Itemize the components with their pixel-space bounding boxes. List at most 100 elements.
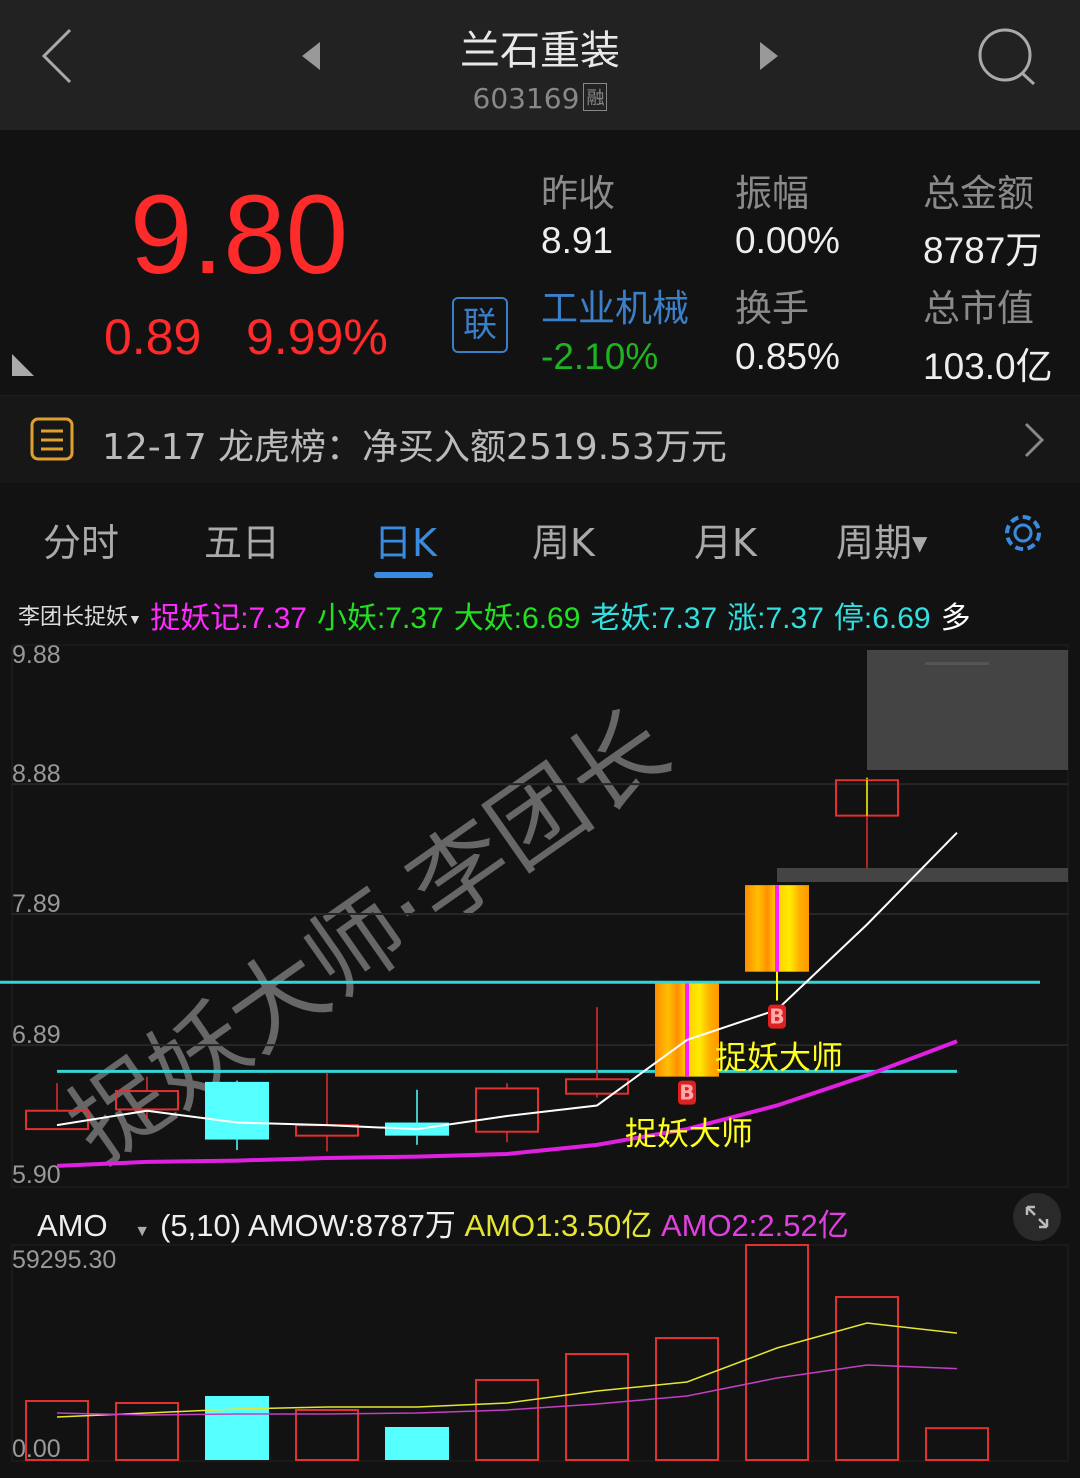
indicator-selector[interactable]: 李团长捉妖▼ — [18, 604, 142, 629]
header-icons — [41, 28, 1036, 86]
buy-marker-label: B — [769, 1005, 784, 1029]
header-bar — [0, 0, 1080, 130]
dropdown-triangle-icon: ▼ — [128, 611, 142, 627]
indicator-value: 捉妖记:7.37 — [150, 602, 307, 635]
volume-bar-up — [115, 1402, 179, 1461]
amo-name: AMO — [37, 1208, 108, 1243]
volume-bar-up — [925, 1427, 989, 1461]
stat-label: 换手 — [735, 287, 809, 330]
amo2-line — [56, 1364, 958, 1416]
stat-label: 总金额 — [923, 172, 1034, 215]
candle-body-up — [565, 1078, 629, 1095]
amo-params: (5,10) — [160, 1208, 242, 1243]
volume-bar-up — [475, 1379, 539, 1462]
candle-body-down — [205, 1081, 269, 1140]
buy-marker-label: B — [679, 1081, 694, 1105]
next-stock-triangle-icon[interactable] — [760, 42, 778, 70]
overlay-box — [777, 868, 1068, 882]
stock-code-row: 603169 融 — [0, 82, 1080, 115]
tab-monthly-k[interactable]: 月K — [694, 521, 757, 565]
dropdown-triangle-icon: ▼ — [134, 1223, 151, 1240]
sector-link[interactable]: 工业机械 — [541, 287, 689, 330]
tab-intraday[interactable]: 分时 — [43, 521, 120, 565]
sector-change: -2.10% — [541, 336, 659, 377]
volume-y-tick: 59295.30 — [12, 1246, 116, 1274]
buy-marker — [768, 1004, 786, 1029]
volume-bar-down — [205, 1396, 269, 1460]
volume-bar-up — [565, 1352, 629, 1462]
signal-annotation: 捉妖大师 — [625, 1115, 753, 1153]
indicator-values: 捉妖记:7.37 小妖:7.37 大妖:6.69 老妖:7.37 涨:7.37 停:6.6… — [150, 602, 980, 635]
list-document-icon — [30, 417, 74, 461]
active-tab-indicator — [374, 572, 433, 578]
volume-bar-down — [385, 1427, 449, 1460]
stock-code: 603169 — [472, 82, 580, 115]
fullscreen-expand-icon[interactable] — [1013, 1193, 1061, 1241]
volume-bar-up — [295, 1408, 359, 1461]
gear-icon[interactable] — [1005, 515, 1041, 551]
tab-weekly-k[interactable]: 周K — [532, 521, 595, 565]
search-icon[interactable] — [978, 28, 1036, 86]
indicator-value: 涨:7.37 — [727, 602, 824, 635]
y-tick-label: 9.88 — [12, 641, 61, 669]
indicator-value: 停:6.69 — [833, 602, 931, 635]
volume-bar-up — [25, 1399, 89, 1461]
y-tick-label: 7.89 — [12, 890, 61, 918]
indicator-value: 老妖:7.37 — [590, 602, 718, 635]
stat-value: 0.00% — [735, 220, 840, 261]
stat-value: 0.85% — [735, 336, 840, 377]
amo-legend: AMO ▼ (5,10) AMOW:8787万 AMO1:3.50亿 AMO2:2… — [37, 1200, 849, 1245]
dragon-tiger-text: 12-17 龙虎榜：净买入额2519.53万元 — [102, 427, 727, 468]
indicator-value: 小妖:7.37 — [316, 602, 444, 635]
indicator-value: 多 — [940, 602, 971, 635]
ma-line-magenta — [56, 1039, 958, 1168]
stat-value: 8.91 — [541, 220, 614, 261]
stat-value: 8787万 — [923, 230, 1043, 271]
volume-bar-up — [745, 1244, 809, 1462]
ma-line-white — [56, 831, 958, 1131]
stat-label: 总市值 — [923, 287, 1034, 330]
indicator-legend: 李团长捉妖▼ 捉妖记:7.37 小妖:7.37 大妖:6.69 老妖:7.37 涨:7.… — [18, 593, 981, 637]
tab-period[interactable]: 周期▼ — [836, 512, 927, 567]
stat-label: 振幅 — [735, 172, 809, 215]
price-change-pct: 9.99% — [246, 309, 388, 365]
candle-body-up — [115, 1090, 179, 1111]
back-chevron-icon[interactable] — [41, 28, 72, 84]
stat-label: 昨收 — [541, 172, 615, 215]
price-panel-frame — [11, 644, 1069, 1188]
y-tick-label: 6.89 — [12, 1021, 61, 1049]
indicator-value: 大妖:6.69 — [453, 602, 581, 635]
signal-annotation: 捉妖大师 — [715, 1039, 843, 1077]
amo1-value: AMO1:3.50亿 — [464, 1208, 653, 1243]
stock-name: 兰石重装 — [460, 28, 620, 74]
buy-marker — [678, 1080, 696, 1105]
expand-corner-icon[interactable] — [0, 0, 40, 400]
volume-bar-up — [835, 1295, 899, 1462]
stat-value: 103.0亿 — [923, 346, 1053, 387]
dragon-tiger-row[interactable] — [0, 395, 1080, 483]
candle-body-up — [475, 1087, 539, 1133]
indicator-name: 李团长捉妖 — [18, 604, 129, 629]
price-change: 0.89 — [104, 309, 202, 365]
tab-five-day[interactable]: 五日 — [204, 521, 281, 565]
overlay-box — [867, 650, 1068, 770]
y-tick-label: 8.88 — [12, 760, 61, 788]
lhb-icons — [30, 417, 1045, 461]
tab-daily-k[interactable]: 日K — [374, 521, 437, 565]
link-badge[interactable]: 联 — [452, 297, 508, 353]
chevron-right-icon[interactable] — [1024, 422, 1045, 458]
tab-period-label: 周期 — [836, 521, 913, 565]
margin-badge: 融 — [583, 83, 608, 111]
amo-selector[interactable]: AMO ▼ — [37, 1208, 160, 1243]
volume-y-tick: 0.00 — [12, 1435, 61, 1463]
volume-panel-frame — [11, 1244, 1069, 1462]
current-price: 9.80 — [130, 172, 348, 297]
prev-stock-triangle-icon[interactable] — [302, 42, 320, 70]
y-tick-label: 5.90 — [12, 1161, 61, 1189]
volume-bar-up — [655, 1336, 719, 1461]
settings-icon-wrap — [1005, 515, 1041, 551]
amo1-line — [56, 1322, 958, 1418]
amo2-value: AMO2:2.52亿 — [660, 1208, 849, 1243]
